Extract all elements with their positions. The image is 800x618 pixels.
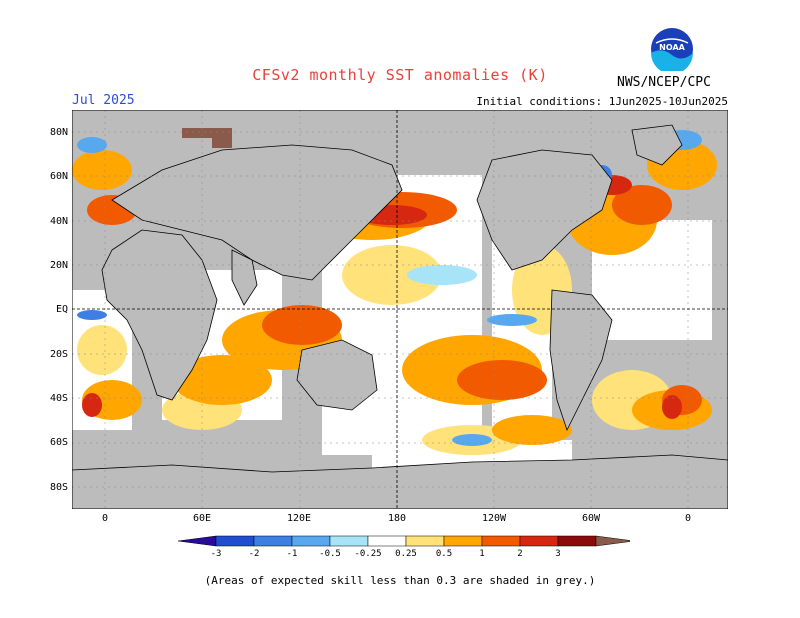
colorbar-segment (253, 535, 293, 547)
lat-label: 60N (49, 171, 68, 182)
colorbar-label: 3 (555, 549, 560, 559)
noaa-logo: NOAA (651, 28, 693, 71)
colorbar-label: 2 (517, 549, 522, 559)
colorbar-segment (291, 535, 331, 547)
colorbar-label: -0.5 (319, 549, 341, 559)
antarctica (72, 454, 728, 509)
colorbar-label: 0.5 (436, 549, 452, 559)
lat-label: 40N (49, 216, 68, 227)
lat-label: 80S (49, 482, 68, 493)
colorbar: -3 -2 -1 -0.5 -0.25 0.25 0.5 1 2 3 (177, 535, 630, 559)
lon-label: 120E (286, 513, 312, 524)
colorbar-segment (595, 535, 630, 547)
grid-lines (72, 110, 728, 509)
extreme-anomaly-areas (182, 128, 232, 148)
eurasia (111, 144, 403, 281)
colorbar-segment (367, 535, 407, 547)
lon-label: 120W (481, 513, 507, 524)
australia (296, 339, 378, 411)
lon-label: 180 (387, 513, 407, 524)
colorbar-segment (177, 535, 217, 547)
map-title: CFSv2 monthly SST anomalies (K) (252, 66, 548, 84)
colorbar-label: -3 (211, 549, 222, 559)
lat-label: 40S (49, 393, 68, 404)
skill-footnote: (Areas of expected skill less than 0.3 a… (204, 574, 596, 587)
forecast-month: Jul 2025 (72, 93, 135, 108)
sst-anomaly-map (72, 110, 728, 509)
colorbar-label: -2 (249, 549, 260, 559)
agency-label: NWS/NCEP/CPC (617, 75, 711, 90)
lat-label: EQ (55, 304, 68, 315)
colorbar-segment (557, 535, 597, 547)
lat-label: 20S (49, 349, 68, 360)
colorbar-segment (329, 535, 369, 547)
initial-conditions: Initial conditions: 1Jun2025-10Jun2025 (476, 95, 728, 108)
logo-text: NOAA (659, 43, 685, 52)
lon-label: 0 (101, 513, 109, 524)
colorbar-label: 1 (479, 549, 484, 559)
colorbar-segment (519, 535, 559, 547)
lon-label: 60W (581, 513, 601, 524)
lat-label: 20N (49, 260, 68, 271)
colorbar-label: -1 (287, 549, 298, 559)
very-strong-warm-anomaly-areas (82, 175, 682, 419)
colorbar-segment (443, 535, 483, 547)
lon-label: 0 (684, 513, 692, 524)
lat-label: 80N (49, 127, 68, 138)
colorbar-label: 0.25 (395, 549, 417, 559)
south-america (549, 289, 613, 432)
landmasses (72, 124, 728, 509)
greenland (631, 124, 683, 166)
colorbar-segment (215, 535, 255, 547)
colorbar-label: -0.25 (354, 549, 381, 559)
equator-dateline (72, 110, 728, 509)
colorbar-segment (405, 535, 445, 547)
lon-label: 60E (192, 513, 212, 524)
africa (101, 229, 218, 401)
india (231, 249, 258, 306)
colorbar-segment (481, 535, 521, 547)
lat-label: 60S (49, 437, 68, 448)
north-america (476, 149, 613, 271)
